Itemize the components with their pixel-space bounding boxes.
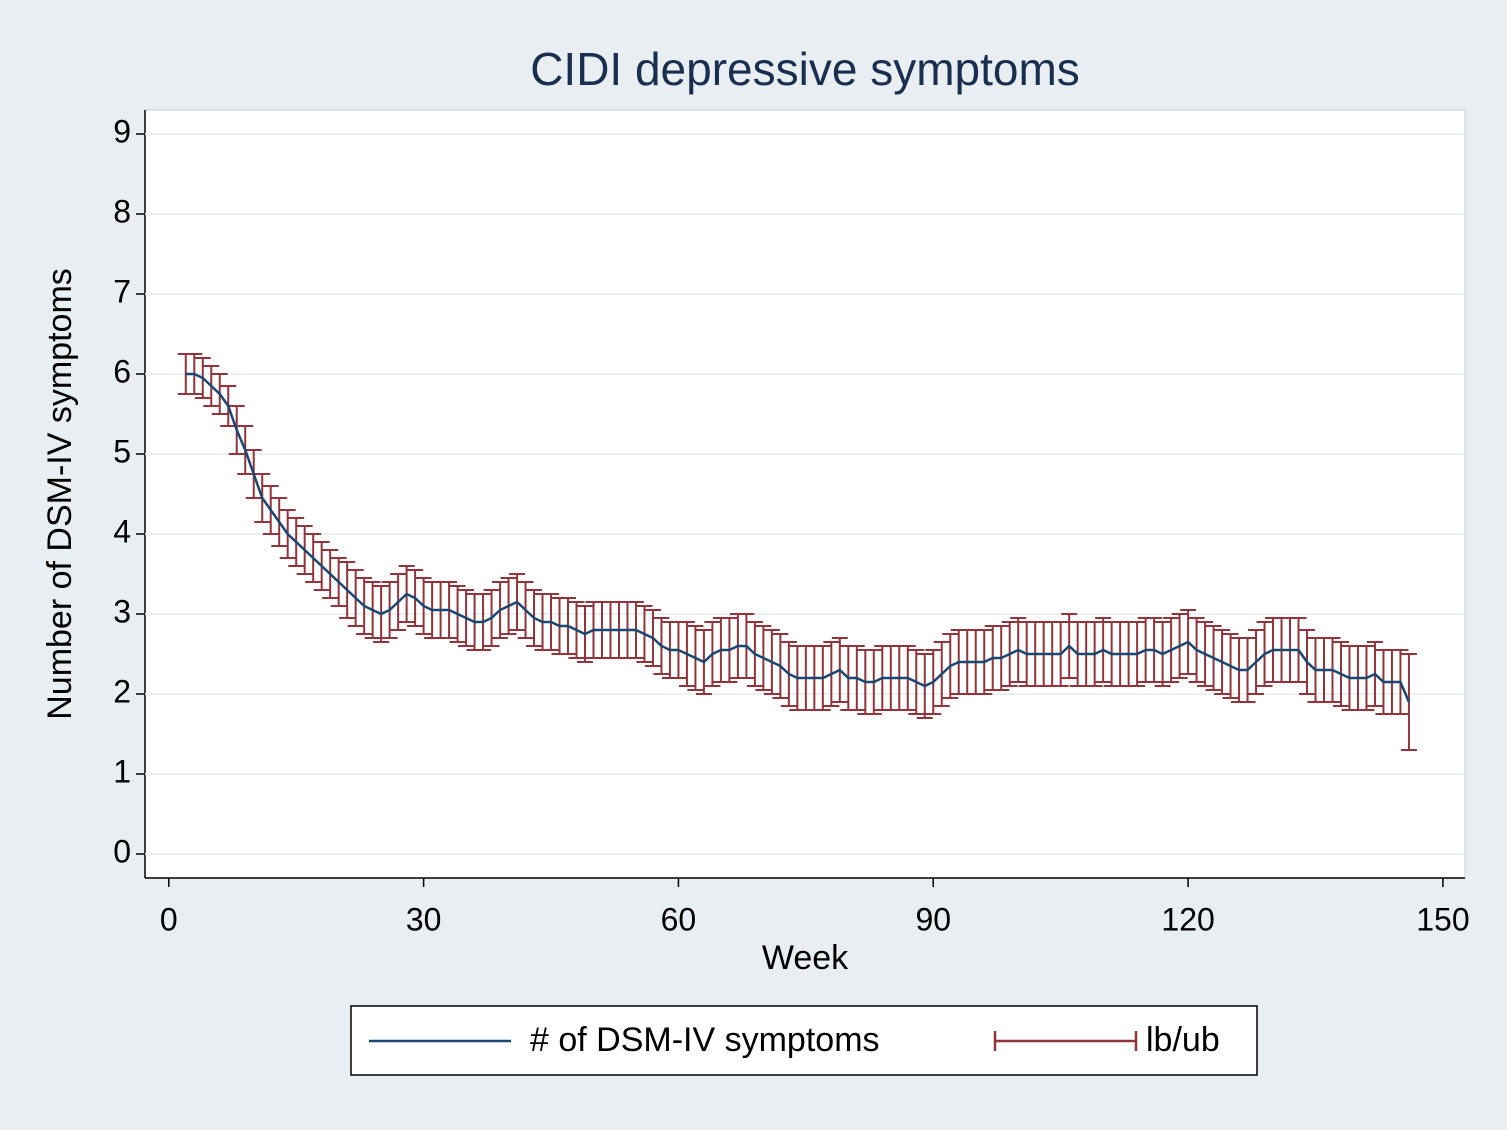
y-tick-label: 1 <box>113 753 131 789</box>
x-axis-title: Week <box>762 939 849 977</box>
legend-swatch <box>993 1031 1138 1051</box>
x-tick-label: 30 <box>406 901 442 937</box>
chart-title: CIDI depressive symptoms <box>530 43 1080 95</box>
y-tick-label: 0 <box>113 833 131 869</box>
y-tick-label: 5 <box>113 433 131 469</box>
x-tick-label: 60 <box>661 901 697 937</box>
legend-label: lb/ub <box>1146 1021 1220 1059</box>
y-tick-label: 8 <box>113 193 131 229</box>
y-tick-label: 4 <box>113 513 131 549</box>
y-tick-label: 9 <box>113 113 131 149</box>
legend-label: # of DSM-IV symptoms <box>530 1021 880 1059</box>
y-axis-title: Number of DSM-IV symptoms <box>41 268 79 720</box>
y-tick-label: 3 <box>113 593 131 629</box>
x-tick-label: 0 <box>160 901 178 937</box>
plot-area <box>144 109 1466 879</box>
error-bar <box>1400 653 1417 751</box>
x-tick-label: 90 <box>915 901 951 937</box>
data-line <box>185 372 1411 703</box>
x-tick-label: 150 <box>1416 901 1469 937</box>
y-tick-label: 6 <box>113 353 131 389</box>
y-tick-label: 2 <box>113 673 131 709</box>
x-tick-label: 120 <box>1161 901 1214 937</box>
y-tick-label: 7 <box>113 273 131 309</box>
